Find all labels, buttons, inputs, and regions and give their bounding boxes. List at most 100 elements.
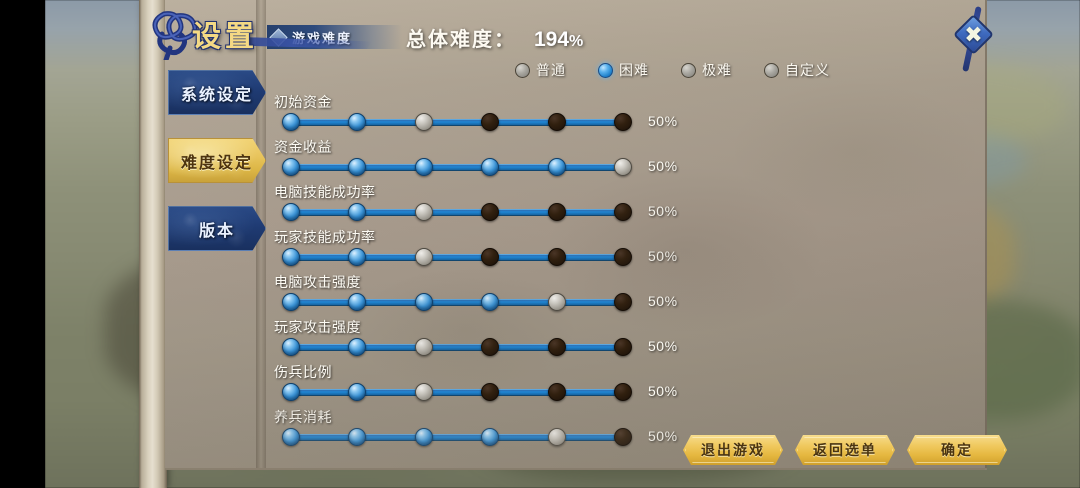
- slider-knob[interactable]: [414, 158, 433, 176]
- slider-knob[interactable]: [348, 113, 367, 131]
- overall-difficulty: 总体难度： 194%: [406, 23, 583, 52]
- slider-knob[interactable]: [614, 428, 632, 446]
- slider-knob[interactable]: [414, 338, 433, 356]
- footer-button-0[interactable]: 退出游戏: [683, 435, 783, 465]
- radio-icon: [598, 62, 613, 78]
- setting-row: 玩家技能成功率 50%: [266, 227, 985, 272]
- slider-knob[interactable]: [614, 248, 632, 266]
- slider-knob[interactable]: [282, 158, 300, 176]
- letterbox-bar: [0, 0, 45, 488]
- close-button[interactable]: ✖: [952, 6, 995, 72]
- setting-slider[interactable]: [282, 338, 632, 356]
- setting-slider[interactable]: [282, 113, 632, 131]
- slider-knob[interactable]: [348, 293, 367, 311]
- setting-row: 玩家攻击强度 50%: [266, 317, 985, 362]
- slider-knob[interactable]: [547, 158, 566, 176]
- setting-row-label: 电脑攻击强度: [274, 274, 361, 290]
- slider-knob[interactable]: [481, 113, 500, 131]
- sidebar-item-label: 版本: [198, 222, 235, 240]
- slider-knob[interactable]: [614, 203, 632, 221]
- slider-knob[interactable]: [414, 203, 433, 221]
- slider-knob[interactable]: [282, 383, 300, 401]
- slider-knob[interactable]: [414, 293, 433, 311]
- slider-knob[interactable]: [614, 113, 632, 131]
- slider-knob[interactable]: [414, 113, 433, 131]
- difficulty-preset-label: 极难: [702, 62, 732, 78]
- slider-knob[interactable]: [614, 158, 632, 176]
- settings-panel: 游戏难度 总体难度： 194% 普通 困难 极难 自定义 初始资金 50% 资金收益 50%…: [165, 0, 987, 470]
- slider-knob[interactable]: [547, 293, 566, 311]
- settings-sidebar: 系统设定难度设定版本: [168, 70, 268, 274]
- slider-knob[interactable]: [348, 158, 367, 176]
- setting-slider[interactable]: [282, 158, 632, 176]
- difficulty-preset-0[interactable]: 普通: [515, 60, 566, 80]
- setting-slider[interactable]: [282, 203, 632, 221]
- sidebar-item-0[interactable]: 系统设定: [168, 70, 266, 115]
- slider-knob[interactable]: [282, 248, 300, 266]
- radio-icon: [764, 62, 779, 78]
- slider-knob[interactable]: [547, 113, 566, 131]
- slider-knob[interactable]: [547, 338, 566, 356]
- settings-row-list: 初始资金 50% 资金收益 50% 电脑技能成功率 50% 玩家技能成功率 50% 电脑攻击强度…: [266, 92, 985, 468]
- difficulty-preset-3[interactable]: 自定义: [764, 60, 830, 80]
- slider-track: [289, 389, 625, 396]
- page-title: 设置: [192, 21, 259, 53]
- slider-knob[interactable]: [414, 248, 433, 266]
- slider-knob[interactable]: [481, 428, 500, 446]
- setting-row: 养兵消耗 50%: [266, 407, 985, 452]
- sidebar-item-1[interactable]: 难度设定: [168, 138, 266, 183]
- slider-knob[interactable]: [282, 428, 300, 446]
- slider-knob[interactable]: [414, 428, 433, 446]
- slider-knob[interactable]: [614, 293, 632, 311]
- setting-row-value: 50%: [648, 293, 678, 309]
- slider-track: [289, 254, 625, 261]
- slider-knob[interactable]: [614, 338, 632, 356]
- slider-knob[interactable]: [481, 338, 500, 356]
- footer-buttons: 退出游戏 返回选单 确定: [683, 435, 1007, 465]
- slider-knob[interactable]: [414, 383, 433, 401]
- setting-slider[interactable]: [282, 383, 632, 401]
- slider-track: [289, 119, 625, 126]
- setting-slider[interactable]: [282, 248, 632, 266]
- sidebar-item-2[interactable]: 版本: [168, 206, 266, 251]
- setting-row-label: 电脑技能成功率: [274, 184, 376, 200]
- slider-knob[interactable]: [481, 158, 500, 176]
- slider-knob[interactable]: [282, 203, 300, 221]
- difficulty-preset-2[interactable]: 极难: [681, 60, 732, 80]
- footer-button-2[interactable]: 确定: [907, 435, 1007, 465]
- slider-knob[interactable]: [547, 203, 566, 221]
- setting-row-value: 50%: [648, 338, 678, 354]
- slider-knob[interactable]: [348, 338, 367, 356]
- percent-sign: %: [569, 33, 584, 50]
- radio-icon: [515, 62, 530, 78]
- slider-knob[interactable]: [481, 203, 500, 221]
- close-icon: ✖: [964, 21, 983, 47]
- slider-knob[interactable]: [348, 428, 367, 446]
- slider-knob[interactable]: [282, 338, 300, 356]
- slider-knob[interactable]: [348, 248, 367, 266]
- title-ribbon: [242, 37, 372, 49]
- slider-knob[interactable]: [348, 383, 367, 401]
- slider-knob[interactable]: [481, 248, 500, 266]
- slider-knob[interactable]: [547, 383, 566, 401]
- setting-row-label: 玩家攻击强度: [274, 319, 361, 335]
- difficulty-preset-1[interactable]: 困难: [598, 60, 649, 80]
- footer-button-1[interactable]: 返回选单: [795, 435, 895, 465]
- stone-pillar: [139, 0, 167, 488]
- slider-knob[interactable]: [481, 383, 500, 401]
- slider-knob[interactable]: [348, 203, 367, 221]
- slider-knob[interactable]: [547, 248, 566, 266]
- slider-knob[interactable]: [614, 383, 632, 401]
- footer-button-label: 退出游戏: [701, 442, 765, 458]
- slider-track: [289, 299, 625, 306]
- setting-row-label: 资金收益: [274, 139, 332, 155]
- slider-knob[interactable]: [282, 293, 300, 311]
- setting-slider[interactable]: [282, 293, 632, 311]
- setting-row-value: 50%: [648, 248, 678, 264]
- slider-knob[interactable]: [282, 113, 300, 131]
- setting-slider[interactable]: [282, 428, 632, 446]
- setting-row-value: 50%: [648, 428, 678, 444]
- slider-track: [289, 344, 625, 351]
- slider-knob[interactable]: [547, 428, 566, 446]
- slider-knob[interactable]: [481, 293, 500, 311]
